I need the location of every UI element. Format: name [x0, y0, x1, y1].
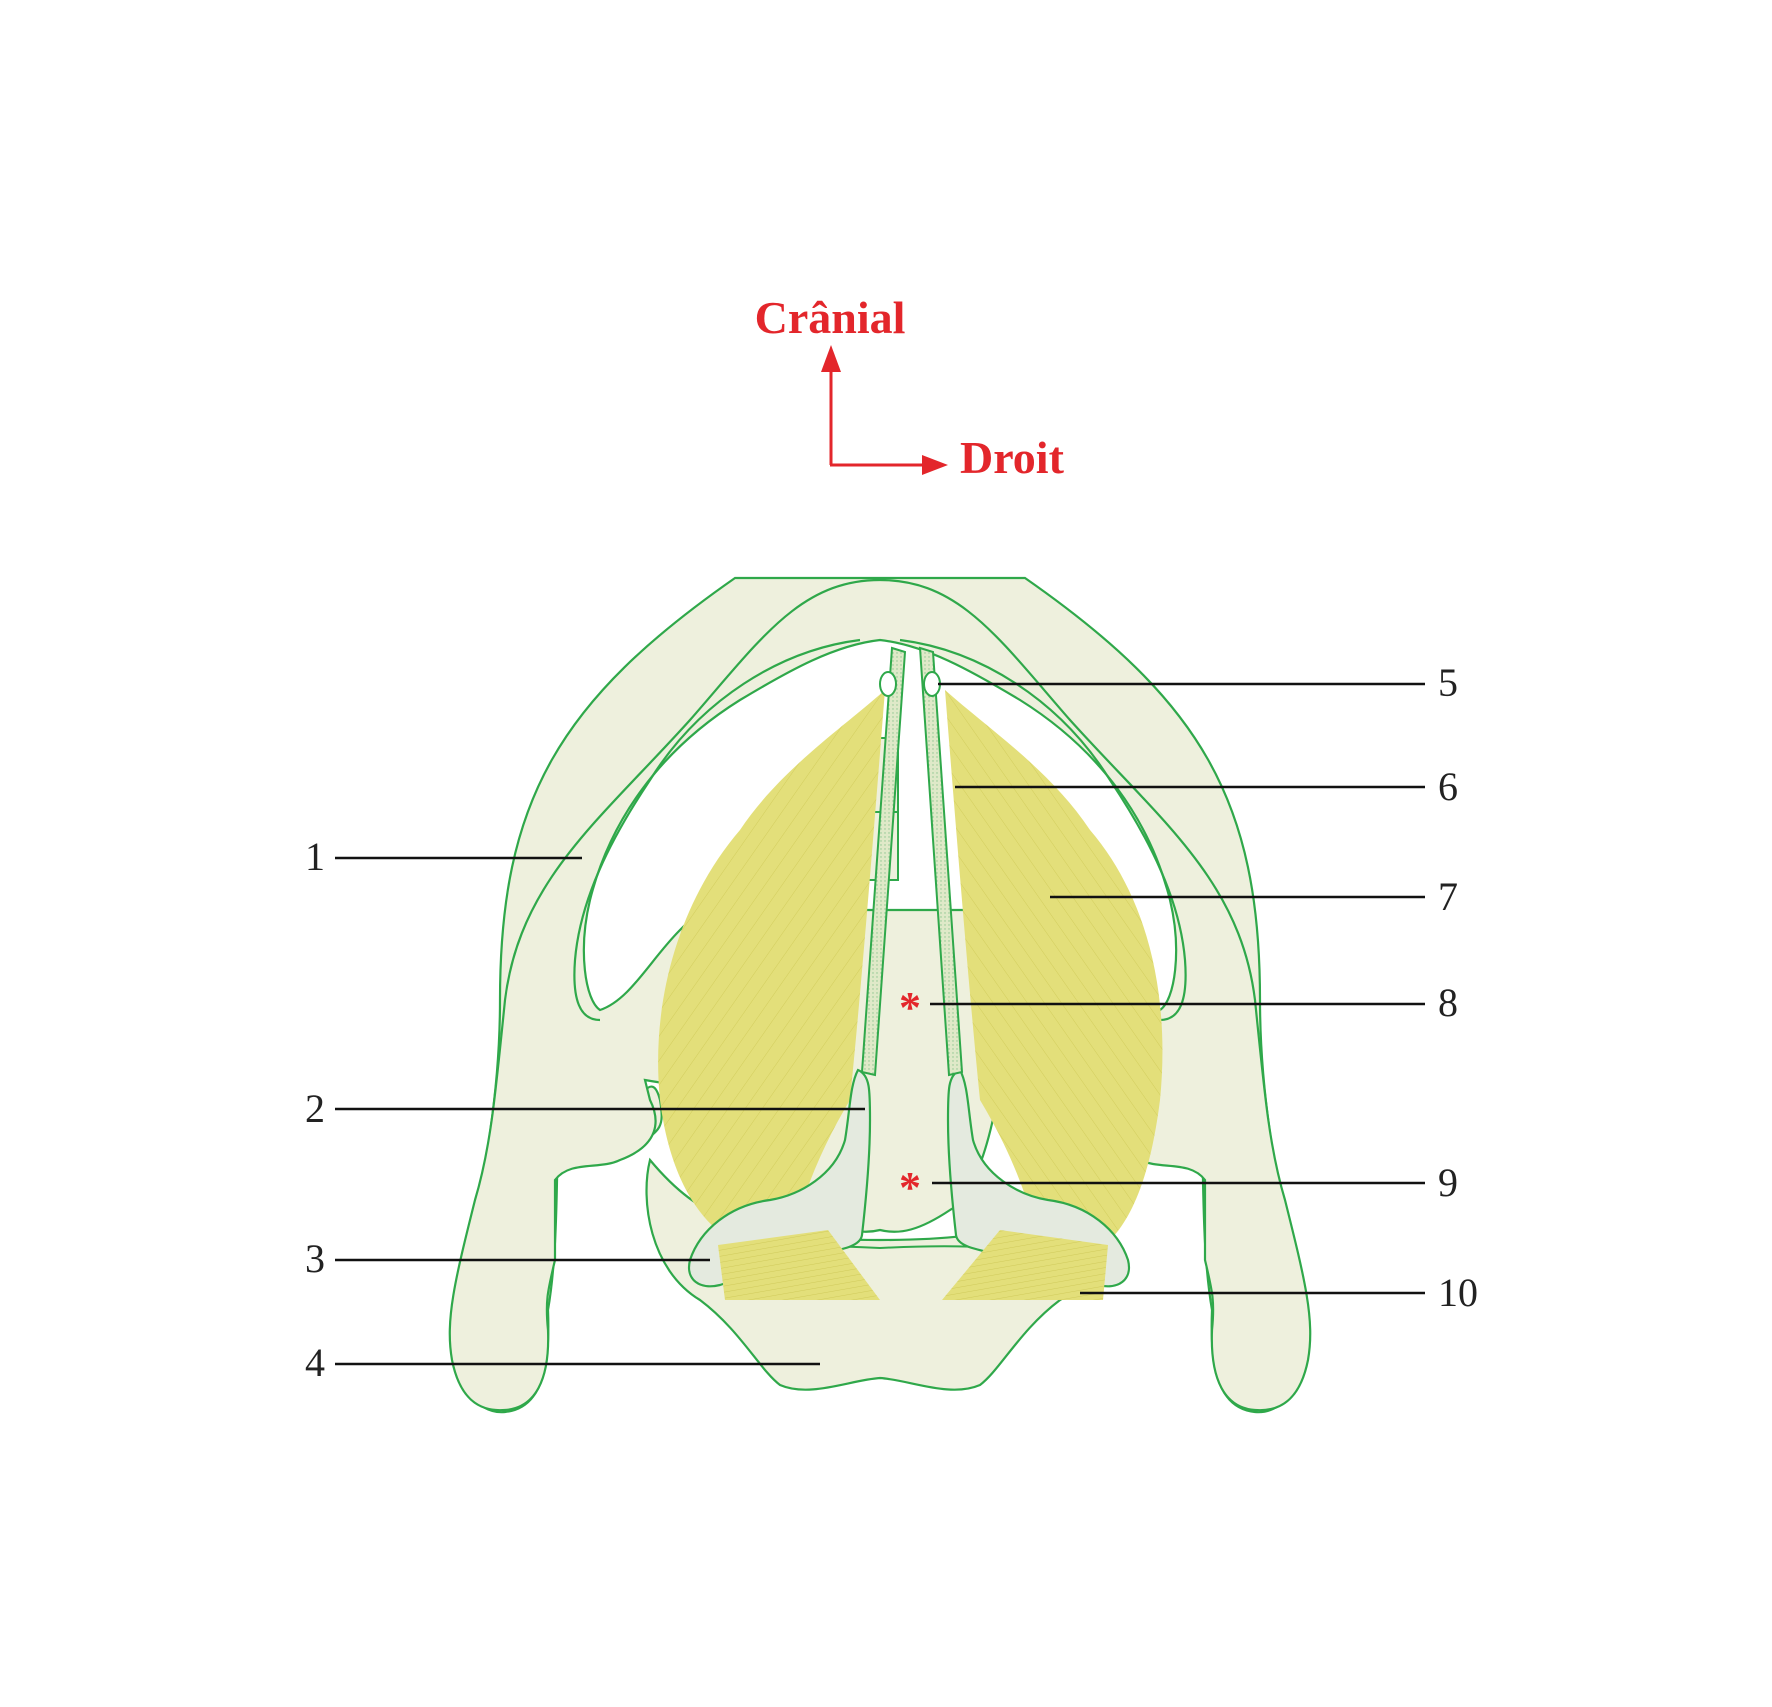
- right-vocal-ligament: [918, 646, 964, 1077]
- leader-lines: [335, 682, 1425, 1366]
- orientation-compass: Crânial Droit: [755, 292, 1065, 483]
- label-5: 5: [1438, 660, 1458, 705]
- right-arytenoid: [946, 1068, 1131, 1288]
- right-muscle: [945, 690, 1163, 1250]
- left-nodule: [879, 671, 897, 697]
- label-3: 3: [305, 1236, 325, 1281]
- label-1: 1: [305, 834, 325, 879]
- cranial-label: Crânial: [755, 292, 906, 343]
- label-10: 10: [1438, 1270, 1478, 1315]
- right-nodule: [923, 671, 941, 697]
- glottis-markers: * *: [899, 983, 921, 1212]
- numeric-labels: 1 2 3 4 5 6 7 8 9 10: [305, 660, 1478, 1385]
- vocal-ligaments: [860, 646, 964, 1077]
- label-7: 7: [1438, 874, 1458, 919]
- thyroid-inner-ring: [573, 638, 1187, 1022]
- asterisk-8: *: [899, 983, 921, 1032]
- label-4: 4: [305, 1340, 325, 1385]
- asterisk-9: *: [899, 1163, 921, 1212]
- right-label: Droit: [960, 432, 1065, 483]
- label-6: 6: [1438, 764, 1458, 809]
- sesamoid-nodules: [879, 671, 941, 697]
- label-2: 2: [305, 1086, 325, 1131]
- posterior-muscles: [718, 1230, 1108, 1300]
- left-vocal-ligament: [860, 646, 907, 1077]
- label-9: 9: [1438, 1160, 1458, 1205]
- label-8: 8: [1438, 980, 1458, 1025]
